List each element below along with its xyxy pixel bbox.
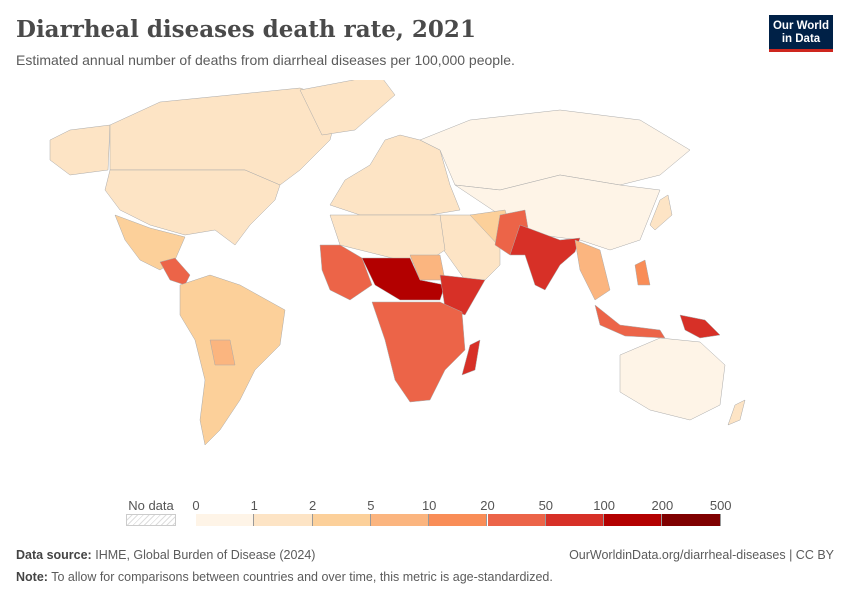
region-alaska[interactable]	[49, 124, 111, 176]
region-central-southern-africa[interactable]	[371, 301, 466, 403]
legend-bin[interactable]	[429, 514, 488, 526]
legend-no-data-swatch	[126, 514, 176, 526]
region-horn-of-africa[interactable]	[439, 274, 486, 316]
legend-tick-label: 20	[480, 498, 495, 513]
legend-tick-label: 200	[651, 498, 674, 513]
legend-tick-label: 100	[593, 498, 615, 513]
chart-subtitle: Estimated annual number of deaths from d…	[16, 52, 515, 68]
region-usa[interactable]	[104, 169, 281, 246]
legend-tick-label: 0	[192, 498, 200, 513]
source-url-link[interactable]: OurWorldinData.org/diarrheal-diseases | …	[569, 548, 834, 562]
legend-bin[interactable]	[487, 514, 546, 526]
region-southeast-asia[interactable]	[574, 239, 611, 301]
chart-title: Diarrheal diseases death rate, 2021	[16, 16, 476, 43]
legend-no-data-label: No data	[128, 498, 174, 513]
region-papua[interactable]	[679, 314, 721, 339]
legend-bin[interactable]	[662, 514, 721, 526]
data-source: Data source: IHME, Global Burden of Dise…	[16, 548, 316, 562]
region-russia[interactable]	[419, 109, 691, 191]
region-central-america[interactable]	[159, 257, 191, 286]
legend-bin[interactable]	[604, 514, 663, 526]
legend-tick-label: 5	[367, 498, 375, 513]
region-bolivia[interactable]	[209, 339, 236, 366]
note: Note: To allow for comparisons between c…	[16, 570, 553, 584]
color-legend: No data 0 1 2 5 10 20 50 100 200 500	[0, 495, 850, 535]
region-indonesia[interactable]	[594, 304, 666, 339]
legend-bin[interactable]	[312, 514, 371, 526]
region-india[interactable]	[509, 224, 581, 291]
legend-tick-label: 50	[538, 498, 554, 513]
legend-bin[interactable]	[370, 514, 430, 526]
legend-bin[interactable]	[196, 514, 255, 526]
region-greenland[interactable]	[299, 80, 396, 136]
region-west-africa[interactable]	[319, 244, 373, 301]
legend-tick-label: 500	[709, 498, 732, 513]
legend-tick-label: 2	[308, 498, 317, 513]
owid-logo[interactable]: Our World in Data	[769, 15, 833, 52]
region-madagascar[interactable]	[461, 339, 481, 376]
legend-bin[interactable]	[254, 514, 313, 526]
world-map[interactable]	[0, 80, 850, 490]
region-japan[interactable]	[649, 194, 673, 231]
region-australia[interactable]	[619, 337, 726, 421]
legend-bin[interactable]	[545, 514, 605, 526]
region-new-zealand[interactable]	[727, 399, 746, 426]
legend-tick-label: 10	[421, 498, 437, 513]
legend-tick-label: 1	[250, 498, 258, 513]
region-philippines[interactable]	[634, 259, 651, 286]
